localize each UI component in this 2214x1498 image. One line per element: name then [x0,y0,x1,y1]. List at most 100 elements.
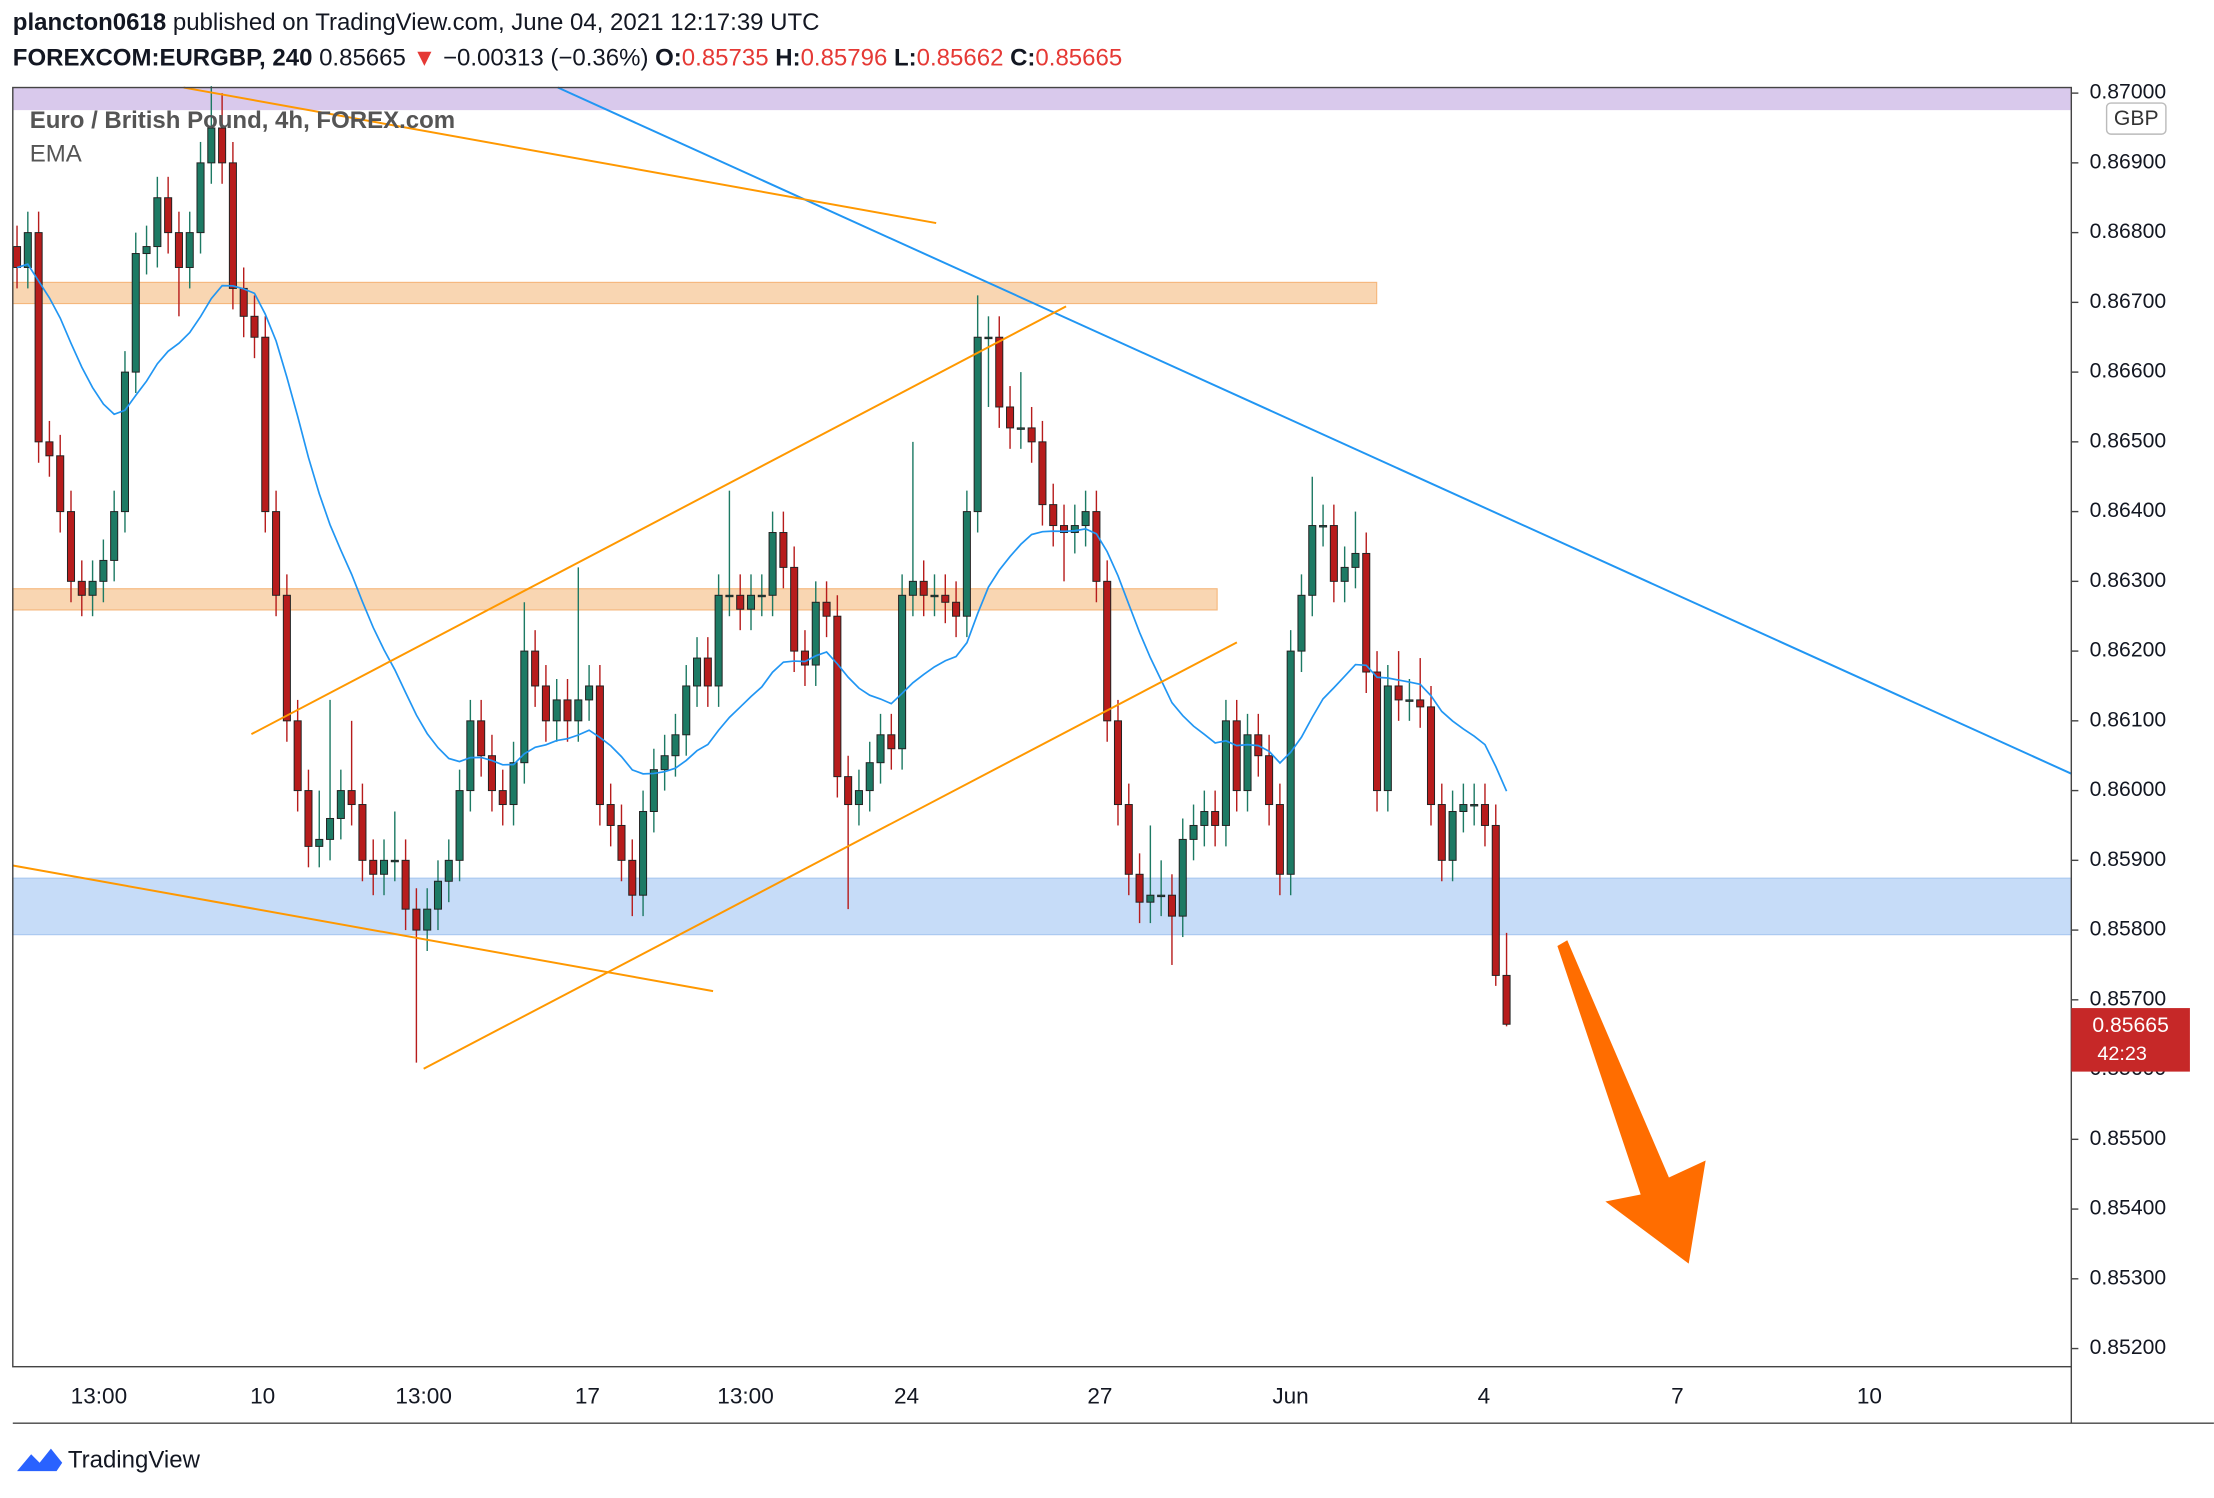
candle-body [995,336,1004,408]
y-tick-label: 0.86000 [2090,778,2166,801]
candle-body [1373,671,1382,792]
y-tick-label: 0.86300 [2090,569,2166,592]
candle-body [1103,580,1112,722]
candle-body [714,594,723,687]
logo-icon [17,1448,63,1472]
trend-line [183,86,937,225]
candle-body [1167,894,1176,917]
candle-body [164,197,173,234]
candle-body [811,601,820,666]
candle-body [552,699,561,722]
candle-body [433,880,443,910]
candle-body [315,838,324,847]
candle-body [56,455,65,513]
l-label: L: [894,45,917,72]
author: plancton0618 [13,9,166,36]
candle-body [930,594,939,598]
c-label: C: [1010,45,1035,72]
candle-body [563,699,572,722]
candle-body [628,859,637,896]
y-tick-label: 0.85400 [2090,1197,2166,1220]
candle-body [509,762,518,806]
candle-body [369,859,378,875]
candle-body [390,859,399,863]
candle-body [1113,720,1123,806]
candle-body [250,315,259,338]
legend-title: Euro / British Pound, 4h, FOREX.com [30,107,455,134]
candle-body [941,594,950,603]
candle-body [693,657,702,687]
candle-body [218,127,227,164]
indicator-label: EMA [30,141,82,168]
candle-body [347,790,356,806]
x-tick-label: 13:00 [71,1384,128,1409]
candle-body [822,601,831,617]
candle-body [1189,824,1198,840]
candle-body [466,720,475,792]
candle-body [185,232,194,268]
plot-frame [12,86,2073,1368]
candle-body [77,580,86,596]
y-tick-label: 0.86200 [2090,639,2166,662]
candle-body [1232,720,1241,792]
down-arrow [1557,940,1706,1264]
candle-body [336,790,345,819]
candle-body [1200,811,1209,826]
candles [13,86,1511,1063]
candle-body [1157,894,1166,898]
candle-body [541,685,550,722]
ema-line [16,263,1508,792]
candle-body [34,232,43,443]
change: −0.00313 (−0.36%) [443,45,649,72]
y-tick-label: 0.86700 [2090,290,2166,313]
support-zone [12,588,1218,611]
candle-body [120,371,129,513]
candle-body [228,162,237,289]
candle-body [45,441,54,457]
candle-body [1405,699,1414,702]
candle-body [1480,804,1489,826]
candle-body [790,566,799,652]
x-tick-label: Jun [1272,1384,1308,1409]
y-tick-label: 0.87000 [2090,81,2166,104]
publish-line: plancton0618 published on TradingView.co… [13,9,820,36]
open-value: 0.85735 [682,45,769,72]
candle-body [574,699,583,722]
y-tick-label: 0.86400 [2090,499,2166,522]
candle-body [1383,685,1392,792]
candle-body [13,246,22,268]
candle-body [844,776,853,806]
candle-body [153,197,162,248]
y-tick-label: 0.85900 [2090,848,2166,871]
candle-body [984,336,993,340]
candle-body [272,511,281,596]
candle-body [1049,504,1058,527]
candle-body [671,734,680,757]
candle-body [1448,811,1457,861]
candle-body [1178,838,1187,917]
candle-body [779,532,788,568]
candle-body [736,594,745,610]
candle-body [1426,706,1436,806]
x-tick-label: 17 [575,1384,600,1409]
candle-body [1286,650,1295,875]
y-tick-label: 0.86600 [2090,360,2166,383]
candle-body [1146,894,1155,903]
y-tick-label: 0.86900 [2090,150,2166,173]
candle-body [1362,552,1371,673]
candle-body [239,287,248,317]
candle-body [1340,566,1349,582]
candle-body [1394,685,1403,701]
trend-line [557,86,2072,775]
candle-body [1502,974,1511,1025]
candle-body [498,790,507,806]
candle-body [962,511,971,617]
y-tick-label: 0.86800 [2090,220,2166,243]
close-value: 0.85665 [1035,45,1122,72]
support-zone [12,877,2072,936]
candle-body [1092,511,1101,582]
o-label: O: [655,45,682,72]
